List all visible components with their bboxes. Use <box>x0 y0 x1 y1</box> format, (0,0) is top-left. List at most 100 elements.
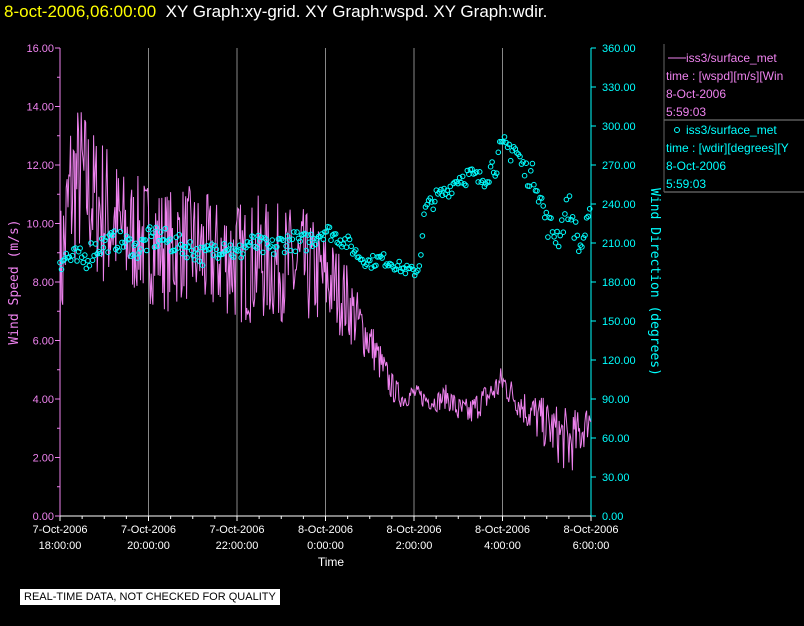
wdir-point <box>416 263 423 269</box>
wdir-point <box>542 214 548 221</box>
wdir-point <box>543 209 550 216</box>
wdir-point <box>343 244 350 250</box>
legend-circle-marker <box>674 127 680 133</box>
wdir-point <box>576 248 582 255</box>
wdir-point <box>111 228 117 234</box>
wdir-point <box>213 246 220 253</box>
wdir-point <box>83 265 90 272</box>
wdir-point <box>295 235 302 242</box>
wdir-point <box>490 169 497 176</box>
wdir-point <box>221 240 227 247</box>
wdir-point <box>397 268 404 275</box>
wdir-point <box>82 252 88 258</box>
wdir-point <box>323 229 330 235</box>
wdir-point <box>497 138 503 145</box>
wdir-point <box>274 244 280 250</box>
wdir-point <box>411 272 418 279</box>
wdir-point <box>501 134 508 140</box>
wdir-point <box>60 257 66 264</box>
wdir-point <box>552 240 559 246</box>
wdir-point <box>253 245 260 251</box>
wdir-point <box>346 236 353 243</box>
wdir-point <box>148 233 155 240</box>
wdir-point <box>445 194 452 200</box>
wdir-point <box>92 241 99 247</box>
wdir-point <box>572 219 579 225</box>
wdir-point <box>393 266 399 272</box>
y-left-tick-label: 14.00 <box>26 102 54 114</box>
wdir-point <box>507 157 514 164</box>
wdir-point <box>195 251 201 257</box>
wdir-point <box>492 173 499 179</box>
wdir-point <box>517 153 523 160</box>
y-axis-left-label: Wind Speed (m/s) <box>7 219 22 344</box>
wdir-point <box>560 229 567 235</box>
wdir-point <box>579 244 585 250</box>
wdir-point <box>487 163 494 170</box>
wdir-point <box>428 199 435 205</box>
wdir-point <box>521 172 528 179</box>
x-tick-label: 20:00:00 <box>127 540 170 552</box>
wdir-point <box>184 254 190 261</box>
wdir-point <box>449 190 455 197</box>
wdir-point <box>489 159 495 165</box>
wdir-point <box>199 262 206 269</box>
wdir-point <box>297 238 303 244</box>
y-left-tick-label: 6.00 <box>33 336 54 348</box>
y-right-tick-label: 90.00 <box>602 394 630 406</box>
wdir-point <box>86 262 93 269</box>
wdir-point <box>345 233 351 240</box>
legend-series-name: iss3/surface_met <box>686 51 777 65</box>
y-right-tick-label: 210.00 <box>602 238 636 250</box>
wdir-point <box>455 180 461 187</box>
wdir-point <box>473 169 480 175</box>
wdir-point <box>278 236 285 242</box>
wdir-point <box>196 258 203 264</box>
y-right-tick-label: 270.00 <box>602 160 636 172</box>
wdir-point <box>69 252 76 259</box>
quality-notice: REAL-TIME DATA, NOT CHECKED FOR QUALITY <box>20 589 280 605</box>
wdir-point <box>534 188 540 194</box>
wdir-point <box>263 236 269 242</box>
wdir-point <box>252 243 258 250</box>
legend-detail: time : [wdir][degrees][Y <box>666 141 789 155</box>
wdir-point <box>187 239 193 245</box>
wdir-point <box>294 229 300 235</box>
x-tick-label: 7-Oct-2006 <box>121 524 176 536</box>
wdir-point <box>500 139 506 145</box>
wdir-point <box>198 244 204 251</box>
wdir-point <box>360 260 367 266</box>
wdir-point <box>311 235 317 242</box>
wdir-point <box>458 179 464 186</box>
wdir-point <box>342 236 348 242</box>
wdir-point <box>174 245 181 251</box>
wdir-point <box>447 183 454 190</box>
tick-labels: 7-Oct-2006 18:00:00 7-Oct-2006 20:00:00 7-Oc… <box>26 43 635 552</box>
wdir-point <box>185 244 192 250</box>
wdir-point <box>549 229 556 235</box>
legend-detail: 8-Oct-2006 <box>666 159 726 173</box>
wdir-point <box>74 258 80 264</box>
wdir-point <box>568 216 574 223</box>
wdir-point <box>188 247 195 254</box>
wdir-point <box>244 239 251 245</box>
wdir-point <box>456 174 463 181</box>
wdir-point <box>68 257 74 264</box>
wdir-point <box>585 213 591 220</box>
wdir-point <box>326 224 333 231</box>
wdir-point <box>89 257 96 264</box>
wdir-point <box>557 232 564 239</box>
wdir-point <box>461 181 468 187</box>
wdir-point <box>179 250 186 257</box>
wdir-point <box>157 229 164 235</box>
legend-detail: 5:59:03 <box>666 177 706 191</box>
wdir-point <box>493 170 500 176</box>
wdir-point <box>143 247 150 254</box>
wdir-point <box>432 198 438 205</box>
y-right-tick-label: 360.00 <box>602 43 636 55</box>
wdir-point <box>439 192 446 199</box>
wspd-line <box>59 112 592 471</box>
wdir-point <box>555 243 562 250</box>
wdir-point <box>120 244 127 250</box>
wdir-point <box>328 237 334 243</box>
